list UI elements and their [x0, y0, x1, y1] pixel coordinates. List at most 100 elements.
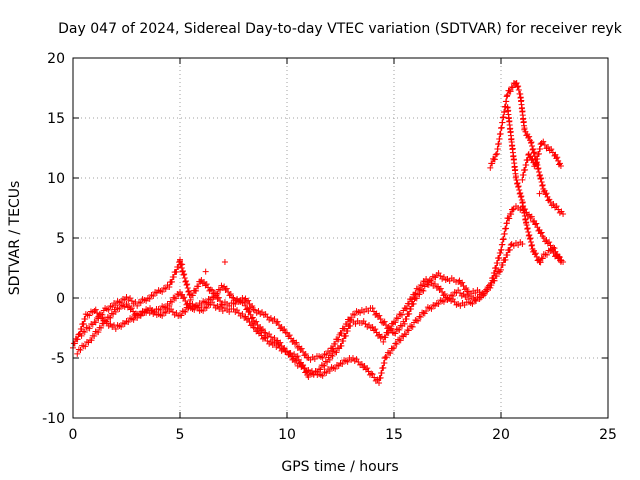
data-point-track-f	[523, 161, 530, 168]
data-point-track-c	[403, 315, 410, 322]
x-tick-label: 20	[492, 427, 510, 443]
data-point-track-d	[497, 130, 504, 137]
y-tick-label: -5	[51, 351, 65, 367]
data-point-track-a	[399, 311, 406, 318]
data-point-track-c	[335, 336, 342, 343]
data-point-track-a	[128, 305, 135, 312]
data-point-track-c	[416, 291, 423, 298]
data-point-track-a	[116, 305, 123, 312]
data-point-track-d	[487, 164, 494, 171]
data-point-track-b	[502, 256, 509, 263]
data-point-track-d	[513, 80, 520, 87]
data-point-track-e	[529, 242, 536, 249]
data-point-track-b	[506, 246, 513, 253]
data-point-track-e	[518, 193, 525, 200]
data-point-track-b	[134, 314, 141, 321]
data-point-track-a	[372, 326, 379, 333]
data-point-track-c	[206, 287, 213, 294]
data-point-track-d	[491, 156, 498, 163]
data-point-track-a	[403, 305, 410, 312]
data-point-track-e	[523, 222, 530, 229]
data-point-track-e	[544, 251, 551, 258]
data-point-track-e	[517, 193, 524, 200]
data-point-track-c	[428, 277, 435, 284]
data-point-track-d	[530, 146, 537, 153]
data-point-track-c	[237, 298, 244, 305]
data-point-track-b	[339, 360, 346, 367]
data-point-track-a	[506, 215, 513, 222]
data-point-track-c	[388, 326, 395, 333]
data-point-track-a	[92, 306, 99, 313]
data-point-track-d	[560, 211, 567, 217]
data-point-track-a	[491, 269, 498, 276]
data-point-track-c	[286, 332, 293, 339]
x-tick-label: 10	[278, 427, 296, 443]
data-point-track-a	[321, 362, 328, 369]
data-point-track-c	[378, 319, 385, 326]
data-point-track-c	[232, 300, 239, 307]
data-point-track-c	[134, 302, 141, 309]
data-point-track-c	[78, 332, 85, 339]
data-point-track-c	[326, 349, 333, 356]
data-point-track-a	[497, 249, 504, 256]
data-point-track-b	[319, 372, 326, 379]
data-point-track-b	[368, 370, 375, 377]
data-point-track-d	[546, 196, 553, 203]
data-point-track-c	[351, 311, 358, 318]
data-point-track-d	[553, 203, 560, 210]
data-point-track-a	[223, 285, 230, 292]
data-point-track-c	[281, 326, 288, 333]
data-point-track-c	[410, 300, 417, 307]
data-point-track-b	[378, 369, 385, 376]
data-point-track-a	[249, 314, 256, 321]
data-point-track-f	[535, 150, 542, 157]
data-point-track-b	[245, 315, 252, 322]
data-point-track-a	[538, 229, 545, 236]
data-point-track-b	[286, 350, 293, 357]
data-point-track-a	[499, 241, 506, 248]
data-point-track-b	[381, 359, 388, 366]
data-point-track-c	[249, 303, 256, 310]
data-point-track-a	[501, 230, 508, 237]
data-point-track-c	[298, 345, 305, 352]
data-point-track-b	[293, 357, 300, 364]
data-point-track-c	[203, 281, 210, 288]
data-point-track-d	[515, 87, 522, 93]
grid	[73, 58, 608, 418]
data-point-track-c	[166, 283, 173, 290]
data-point-track-d	[528, 139, 535, 146]
data-point-track-f	[537, 145, 544, 152]
data-point-track-a	[441, 291, 448, 298]
data-point-track-c	[293, 339, 300, 346]
data-point-track-c	[180, 271, 187, 278]
data-point-track-c	[137, 299, 144, 306]
data-point-track-a	[432, 281, 439, 288]
data-point-track-a	[80, 320, 87, 327]
data-point-track-a	[259, 326, 266, 333]
data-point-track-f	[541, 142, 548, 148]
data-point-track-b	[261, 334, 268, 341]
data-point-track-b	[483, 288, 490, 295]
data-point-track-b	[77, 346, 84, 353]
data-point-track-c	[389, 329, 396, 336]
data-point-track-d	[538, 175, 545, 182]
data-point-track-b	[162, 309, 169, 316]
data-point-track-b	[178, 312, 185, 319]
data-point-track-f	[557, 163, 564, 169]
data-point-track-c	[99, 311, 106, 318]
data-point-track-d	[526, 133, 533, 140]
data-point-track-c	[217, 298, 224, 304]
data-point-track-b	[292, 358, 299, 365]
data-point-track-a	[503, 220, 510, 227]
data-point-track-c	[401, 320, 408, 327]
data-point-track-b	[250, 324, 257, 331]
data-point-track-b	[125, 318, 132, 325]
data-point-track-b	[203, 304, 210, 311]
data-point-track-a	[382, 334, 389, 341]
data-point-track-f	[520, 171, 527, 178]
data-point-track-a	[74, 336, 81, 343]
data-point-track-a	[342, 332, 349, 339]
data-point-track-b	[476, 295, 483, 302]
data-point-track-b	[323, 369, 330, 376]
